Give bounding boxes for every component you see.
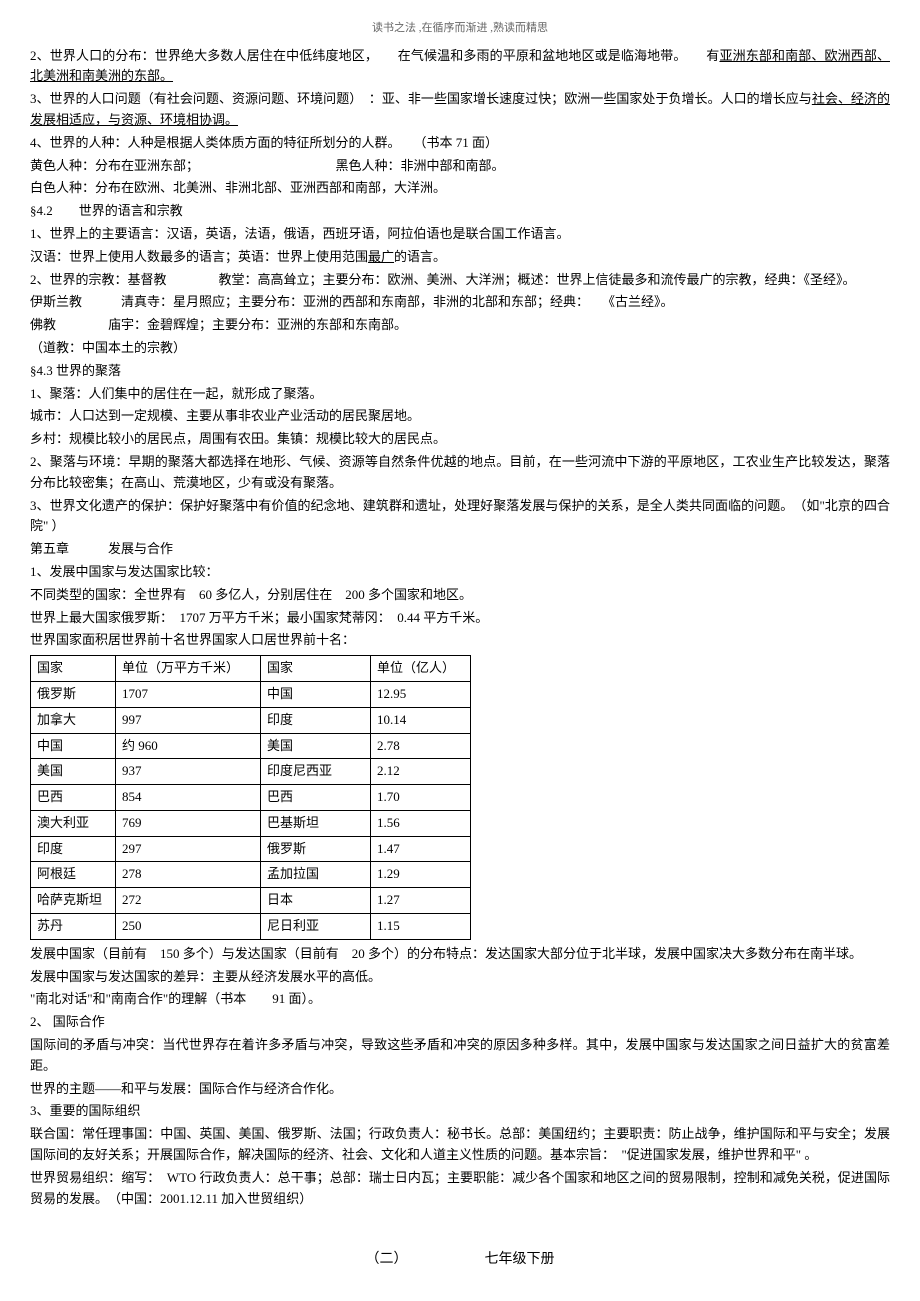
table-cell: 1.56 <box>371 810 471 836</box>
text: 3、世界的人口问题（有社会问题、资源问题、环境问题） ：亚、非一些国家增长速度过… <box>30 91 812 106</box>
table-cell: 苏丹 <box>31 914 116 940</box>
table-cell: 中国 <box>261 681 371 707</box>
table-cell: 1.29 <box>371 862 471 888</box>
table-cell: 俄罗斯 <box>261 836 371 862</box>
table-cell: 1707 <box>116 681 261 707</box>
text: 的语言。 <box>394 249 446 264</box>
paragraph-white: 白色人种：分布在欧洲、北美洲、非洲北部、亚洲西部和南部，大洋洲。 <box>30 178 890 199</box>
paragraph-top10: 世界国家面积居世界前十名世界国家人口居世界前十名： <box>30 630 890 651</box>
paragraph-heritage: 3、世界文化遗产的保护：保护好聚落中有价值的纪念地、建筑群和遗址，处理好聚落发展… <box>30 496 890 538</box>
paragraph-north-south: "南北对话"和"南南合作"的理解（书本 91 面）。 <box>30 989 890 1010</box>
paragraph-yellow-black: 黄色人种：分布在亚洲东部； 黑色人种：非洲中部和南部。 <box>30 156 890 177</box>
country-rank-table: 国家单位（万平方千米）国家单位（亿人）俄罗斯1707中国12.95加拿大997印… <box>30 655 471 940</box>
table-row: 印度297俄罗斯1.47 <box>31 836 471 862</box>
table-cell: 2.12 <box>371 759 471 785</box>
paragraph-population-distribution: 2、世界人口的分布：世界绝大多数人居住在中低纬度地区， 在气候温和多雨的平原和盆… <box>30 46 890 88</box>
paragraph-races: 4、世界的人种：人种是根据人类体质方面的特征所划分的人群。 （书本 71 面） <box>30 133 890 154</box>
paragraph-languages: 1、世界上的主要语言：汉语，英语，法语，俄语，西班牙语，阿拉伯语也是联合国工作语… <box>30 224 890 245</box>
table-cell: 1.27 <box>371 888 471 914</box>
table-header-cell: 单位（亿人） <box>371 656 471 682</box>
paragraph-islam: 伊斯兰教 清真寺：星月照应；主要分布：亚洲的西部和东南部，非洲的北部和东部；经典… <box>30 292 890 313</box>
table-cell: 2.78 <box>371 733 471 759</box>
paragraph-buddhism: 佛教 庙宇：金碧辉煌；主要分布：亚洲的东部和东南部。 <box>30 315 890 336</box>
paragraph-taoism: （道教：中国本土的宗教） <box>30 338 890 359</box>
table-cell: 278 <box>116 862 261 888</box>
table-header-cell: 单位（万平方千米） <box>116 656 261 682</box>
text-underline: 最广 <box>368 249 394 264</box>
table-row: 哈萨克斯坦272日本1.27 <box>31 888 471 914</box>
paragraph-world-theme: 世界的主题——和平与发展：国际合作与经济合作化。 <box>30 1079 890 1100</box>
table-row: 中国约 960美国2.78 <box>31 733 471 759</box>
table-cell: 1.70 <box>371 785 471 811</box>
table-cell: 250 <box>116 914 261 940</box>
table-cell: 约 960 <box>116 733 261 759</box>
table-cell: 俄罗斯 <box>31 681 116 707</box>
table-cell: 997 <box>116 707 261 733</box>
table-cell: 哈萨克斯坦 <box>31 888 116 914</box>
table-row: 俄罗斯1707中国12.95 <box>31 681 471 707</box>
paragraph-country-types: 不同类型的国家：全世界有 60 多亿人，分别居住在 200 多个国家和地区。 <box>30 585 890 606</box>
paragraph-largest-smallest: 世界上最大国家俄罗斯： 1707 万平方千米；最小国家梵蒂冈： 0.44 平方千… <box>30 608 890 629</box>
table-header-row: 国家单位（万平方千米）国家单位（亿人） <box>31 656 471 682</box>
table-cell: 769 <box>116 810 261 836</box>
paragraph-distribution-features: 发展中国家（目前有 150 多个）与发达国家（目前有 20 多个）的分布特点：发… <box>30 944 890 965</box>
table-cell: 孟加拉国 <box>261 862 371 888</box>
table-cell: 印度 <box>31 836 116 862</box>
table-cell: 1.47 <box>371 836 471 862</box>
table-row: 澳大利亚769巴基斯坦1.56 <box>31 810 471 836</box>
table-cell: 日本 <box>261 888 371 914</box>
table-cell: 12.95 <box>371 681 471 707</box>
table-cell: 中国 <box>31 733 116 759</box>
table-cell: 1.15 <box>371 914 471 940</box>
paragraph-chinese-english: 汉语：世界上使用人数最多的语言；英语：世界上使用范围最广的语言。 <box>30 247 890 268</box>
table-cell: 印度 <box>261 707 371 733</box>
table-cell: 巴西 <box>31 785 116 811</box>
table-row: 阿根廷278孟加拉国1.29 <box>31 862 471 888</box>
text: 2、世界人口的分布：世界绝大多数人居住在中低纬度地区， 在气候温和多雨的平原和盆… <box>30 48 719 63</box>
table-cell: 10.14 <box>371 707 471 733</box>
paragraph-city: 城市：人口达到一定规模、主要从事非农业产业活动的居民聚居地。 <box>30 406 890 427</box>
table-cell: 巴基斯坦 <box>261 810 371 836</box>
paragraph-un: 联合国：常任理事国：中国、英国、美国、俄罗斯、法国；行政负责人：秘书长。总部：美… <box>30 1124 890 1166</box>
paragraph-village: 乡村：规模比较小的居民点，周围有农田。集镇：规模比较大的居民点。 <box>30 429 890 450</box>
table-cell: 尼日利亚 <box>261 914 371 940</box>
table-header-cell: 国家 <box>261 656 371 682</box>
section-4-2: §4.2 世界的语言和宗教 <box>30 201 890 222</box>
table-header-cell: 国家 <box>31 656 116 682</box>
paragraph-population-problem: 3、世界的人口问题（有社会问题、资源问题、环境问题） ：亚、非一些国家增长速度过… <box>30 89 890 131</box>
book-title-grade7-vol2: （二） 七年级下册 <box>30 1249 890 1271</box>
paragraph-christianity: 2、世界的宗教：基督教 教堂：高高耸立；主要分布：欧洲、美洲、大洋洲；概述：世界… <box>30 270 890 291</box>
paragraph-settlement: 1、聚落：人们集中的居住在一起，就形成了聚落。 <box>30 384 890 405</box>
table-row: 苏丹250尼日利亚1.15 <box>31 914 471 940</box>
chapter-5: 第五章 发展与合作 <box>30 539 890 560</box>
table-cell: 澳大利亚 <box>31 810 116 836</box>
paragraph-comparison: 1、发展中国家与发达国家比较： <box>30 562 890 583</box>
table-row: 巴西854巴西1.70 <box>31 785 471 811</box>
paragraph-difference: 发展中国家与发达国家的差异：主要从经济发展水平的高低。 <box>30 967 890 988</box>
paragraph-conflicts: 国际间的矛盾与冲突：当代世界存在着许多矛盾与冲突，导致这些矛盾和冲突的原因多种多… <box>30 1035 890 1077</box>
table-cell: 美国 <box>261 733 371 759</box>
table-row: 美国937印度尼西亚2.12 <box>31 759 471 785</box>
table-cell: 272 <box>116 888 261 914</box>
paragraph-wto: 世界贸易组织：缩写： WTO 行政负责人：总干事；总部：瑞士日内瓦；主要职能：减… <box>30 1168 890 1210</box>
header-note: 读书之法 ,在循序而渐进 ,熟读而精思 <box>30 20 890 38</box>
paragraph-settlement-env: 2、聚落与环境：早期的聚落大都选择在地形、气候、资源等自然条件优越的地点。目前，… <box>30 452 890 494</box>
table-cell: 297 <box>116 836 261 862</box>
paragraph-intl-orgs: 3、重要的国际组织 <box>30 1101 890 1122</box>
paragraph-intl-cooperation: 2、 国际合作 <box>30 1012 890 1033</box>
table-cell: 加拿大 <box>31 707 116 733</box>
table-cell: 巴西 <box>261 785 371 811</box>
table-cell: 美国 <box>31 759 116 785</box>
text: 汉语：世界上使用人数最多的语言；英语：世界上使用范围 <box>30 249 368 264</box>
table-cell: 937 <box>116 759 261 785</box>
table-row: 加拿大997印度10.14 <box>31 707 471 733</box>
table-cell: 阿根廷 <box>31 862 116 888</box>
table-cell: 854 <box>116 785 261 811</box>
section-4-3: §4.3 世界的聚落 <box>30 361 890 382</box>
table-cell: 印度尼西亚 <box>261 759 371 785</box>
